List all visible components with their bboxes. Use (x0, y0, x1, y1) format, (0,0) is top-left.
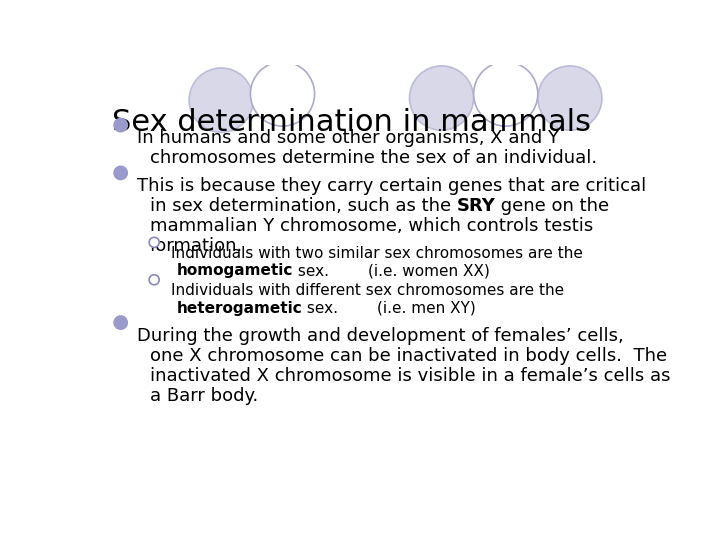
Text: a Barr body.: a Barr body. (150, 387, 258, 404)
Ellipse shape (114, 166, 127, 180)
Text: in sex determination, such as the: in sex determination, such as the (150, 197, 456, 215)
Text: Individuals with two similar sex chromosomes are the: Individuals with two similar sex chromos… (171, 246, 582, 261)
Ellipse shape (410, 66, 474, 130)
Text: sex.        (i.e. men XY): sex. (i.e. men XY) (302, 301, 476, 315)
Text: mammalian Y chromosome, which controls testis: mammalian Y chromosome, which controls t… (150, 217, 593, 235)
Text: homogametic: homogametic (176, 263, 293, 278)
Ellipse shape (538, 66, 602, 130)
Ellipse shape (149, 275, 159, 285)
Text: inactivated X chromosome is visible in a female’s cells as: inactivated X chromosome is visible in a… (150, 367, 670, 384)
Ellipse shape (114, 118, 127, 132)
Text: heterogametic: heterogametic (176, 301, 302, 315)
Ellipse shape (114, 316, 127, 329)
Text: In humans and some other organisms, X and Y: In humans and some other organisms, X an… (138, 129, 559, 147)
Ellipse shape (251, 62, 315, 126)
Text: sex.        (i.e. women XX): sex. (i.e. women XX) (293, 263, 490, 278)
Text: Sex determination in mammals: Sex determination in mammals (112, 109, 591, 138)
Ellipse shape (189, 68, 253, 132)
Text: chromosomes determine the sex of an individual.: chromosomes determine the sex of an indi… (150, 149, 597, 167)
Text: gene on the: gene on the (495, 197, 610, 215)
Text: During the growth and development of females’ cells,: During the growth and development of fem… (138, 327, 624, 345)
Text: Individuals with different sex chromosomes are the: Individuals with different sex chromosom… (171, 283, 564, 298)
Text: SRY: SRY (456, 197, 495, 215)
Ellipse shape (149, 237, 159, 247)
Text: formation.: formation. (150, 237, 243, 255)
Ellipse shape (474, 62, 538, 126)
Text: This is because they carry certain genes that are critical: This is because they carry certain genes… (138, 177, 647, 195)
Text: one X chromosome can be inactivated in body cells.  The: one X chromosome can be inactivated in b… (150, 347, 667, 364)
